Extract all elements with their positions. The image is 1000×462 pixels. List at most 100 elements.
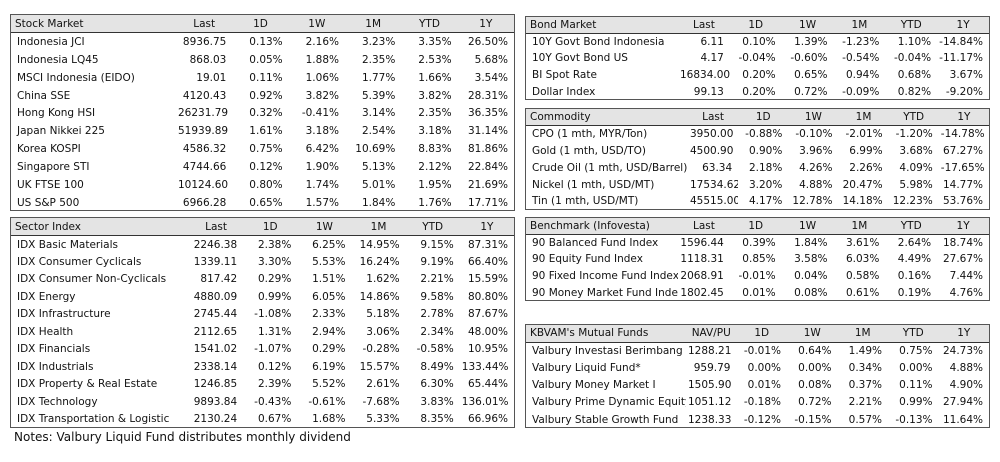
cell-value: 5.33% [366,413,400,426]
cell-value: 1.68% [312,413,346,426]
cell-value: 2338.14 [193,360,238,373]
cell-value: 0.57% [848,413,882,426]
data-table: Bond Market Last 1D 1W 1M YTD 1Y 10Y Govt Bond … [526,17,989,100]
cell-value: 2130.24 [193,413,238,426]
cell-value: 27.94% [942,396,983,409]
cell-value: 0.85% [742,253,776,266]
table-panel: Bond Market Last 1D 1W 1M YTD 1Y 10Y Govt Bond … [525,16,990,100]
table-row: Crude Oil (1 mth, USD/Barrel) 63.34 2.18% 4… [526,159,989,176]
cell-value: 2.12% [418,161,452,174]
cell-value: 1.61% [249,125,283,138]
cell-value: 1.66% [418,71,452,84]
cell-value: 1246.85 [193,378,238,391]
cell-value: 0.94% [845,69,880,82]
cell-value: 2.21% [420,273,454,286]
cell-value: 6.05% [312,290,346,303]
table-row: CPO (1 mth, MYR/Ton) 3950.00 -0.88% -0.10% -… [526,126,989,143]
cell-value: 2112.65 [193,325,238,338]
row-label: IDX Consumer Non-Cyclicals [17,273,167,286]
cell-value: 7.44% [949,270,983,283]
cell-value: 2.26% [849,161,883,174]
column-header: 1D [729,17,782,35]
row-label: 10Y Govt Bond Indonesia [532,36,665,49]
column-header: YTD [405,218,460,236]
cell-value: 1.74% [305,178,339,191]
table-row: Valbury Prime Dynamic Equity 1051.12 -0.18… [526,394,989,411]
table-row: Valbury Liquid Fund* 959.79 0.00% 0.00% 0.34… [526,359,989,376]
cell-value: 6.99% [849,144,883,157]
cell-value: 22.84% [467,161,508,174]
column-header: 1D [232,15,289,34]
cell-value: 51939.89 [178,125,229,138]
cell-value: 18.74% [942,237,983,250]
row-label: 90 Equity Fund Index [532,253,643,266]
cell-value: 8936.75 [182,36,227,49]
row-label: Indonesia JCI [17,36,85,49]
cell-value: 0.32% [249,107,283,120]
column-header: Last [189,218,244,236]
cell-value: 9893.84 [193,395,238,408]
column-header: 1M [837,325,888,343]
table-row: Japan Nikkei 225 51939.89 1.61% 3.18% 2.54% 3… [11,122,514,140]
table-row: Korea KOSPI 4586.32 0.75% 6.42% 10.69% 8.83% 8… [11,140,514,158]
cell-value: 3.82% [305,89,339,102]
cell-value: 2.16% [305,36,339,49]
table-panel: Benchmark (Infovesta) Last 1D 1W 1M YTD 1Y 90 B… [525,217,990,301]
cell-value: -1.20% [895,128,933,141]
table-title: Sector Index [11,218,189,236]
cell-value: 48.00% [467,325,508,338]
table-title: Benchmark (Infovesta) [526,218,678,236]
cell-value: 2246.38 [193,238,238,251]
cell-value: 1.31% [257,325,292,338]
table-title: KBVAM's Mutual Funds [526,325,686,343]
table-row: IDX Basic Materials 2246.38 2.38% 6.25% 14.9… [11,236,514,254]
cell-value: 1118.31 [680,253,724,266]
cell-value: 4120.43 [182,89,227,102]
cell-value: 6.03% [845,253,880,266]
cell-value: 14.77% [942,178,983,191]
data-table: Stock Market Last 1D 1W 1M YTD 1Y Indonesia JCI… [11,15,514,212]
column-header: 1Y [938,109,989,127]
cell-value: 6966.28 [182,196,227,209]
table-row: IDX Consumer Non-Cyclicals 817.42 0.29% 1.5… [11,271,514,289]
cell-value: 2.53% [418,53,452,66]
cell-value: 1541.02 [193,343,238,356]
cell-value: 4.17 [700,52,724,65]
column-header: Last [688,109,739,127]
table-panel: Sector Index Last 1D 1W 1M YTD 1Y IDX Basic Mat… [10,217,515,428]
cell-value: 0.72% [794,85,828,98]
column-header: 1M [833,17,886,35]
cell-value: 87.31% [467,238,508,251]
row-label: US S&P 500 [17,196,80,209]
data-table: KBVAM's Mutual Funds NAV/PU 1D 1W 1M YTD 1Y Val… [526,325,989,428]
cell-value: 3.35% [418,36,452,49]
cell-value: 80.80% [467,290,508,303]
row-label: IDX Infrastructure [17,308,111,321]
cell-value: 3.14% [361,107,396,120]
table-title: Bond Market [526,17,678,35]
row-label: Tin (1 mth, USD/MT) [532,195,639,208]
column-header: 1Y [937,218,989,236]
table-row: IDX Financials 1541.02 -1.07% 0.29% -0.28% -0… [11,341,514,359]
cell-value: 3.82% [418,89,452,102]
header-row: Bond Market Last 1D 1W 1M YTD 1Y [526,17,989,35]
cell-value: 0.08% [794,286,828,299]
cell-value: 0.01% [747,379,781,392]
table-row: Hong Kong HSI 26231.79 0.32% -0.41% 3.14% 2.3… [11,104,514,122]
cell-value: 17534.62 [690,178,739,191]
cell-value: 3.18% [418,125,452,138]
cell-value: 0.58% [845,270,880,283]
cell-value: 36.35% [467,107,508,120]
cell-value: -1.08% [254,308,292,321]
cell-value: 0.11% [899,379,933,392]
cell-value: 14.95% [359,238,400,251]
row-label: 10Y Govt Bond US [532,52,628,65]
column-header: 1W [297,218,352,236]
cell-value: 8.49% [420,360,454,373]
cell-value: -0.58% [416,343,454,356]
column-header: 1D [729,218,782,236]
row-label: IDX Health [17,325,74,338]
cell-value: 2.35% [418,107,452,120]
cell-value: 17.71% [467,196,508,209]
row-label: IDX Transportation & Logistic [17,413,170,426]
